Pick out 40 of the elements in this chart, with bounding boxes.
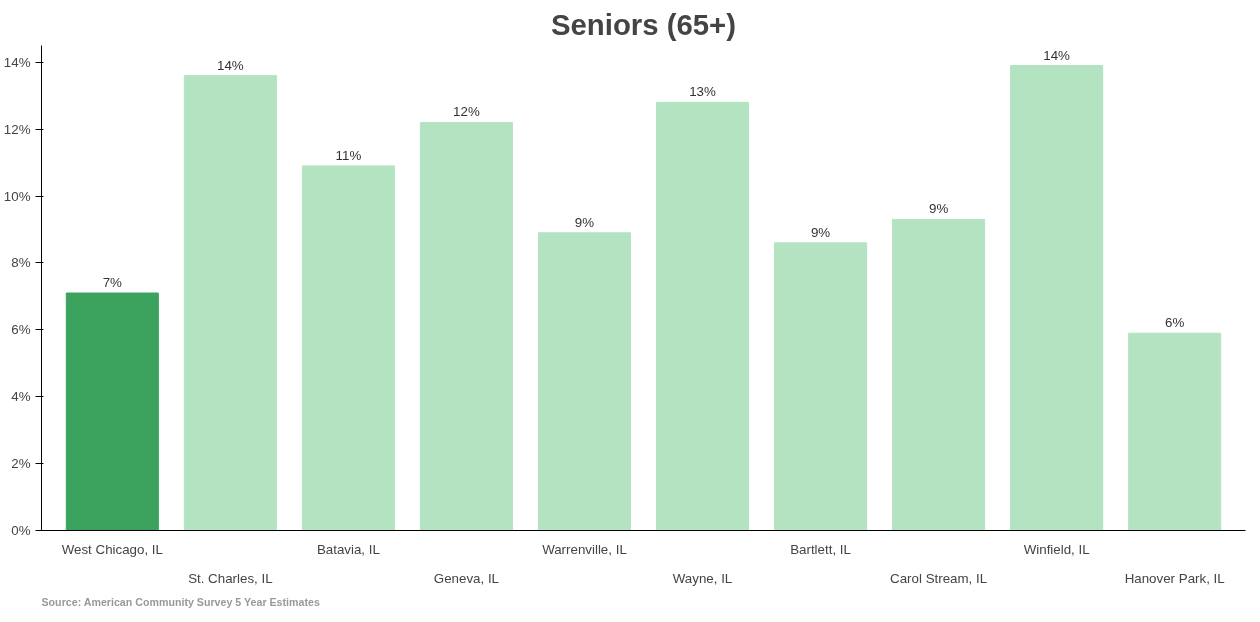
source-note: Source: American Community Survey 5 Year Estimates	[41, 595, 320, 608]
y-tick-label: 2%	[11, 456, 31, 472]
data-label: 14%	[1043, 47, 1071, 63]
x-tick-label: West Chicago, IL	[61, 541, 163, 557]
y-tick-label: 0%	[11, 523, 31, 538]
data-label: 13%	[689, 84, 717, 100]
y-tick-label: 8%	[11, 255, 31, 271]
x-tick-label: Wayne, IL	[672, 570, 733, 586]
x-tick-label: St. Charles, IL	[188, 570, 273, 586]
bar	[65, 292, 159, 531]
data-label: 9%	[810, 224, 831, 240]
data-label: 9%	[928, 201, 949, 217]
data-label: 9%	[574, 214, 595, 230]
chart-title: Seniors (65+)	[551, 7, 737, 41]
y-tick-label: 10%	[3, 188, 31, 204]
data-label: 14%	[217, 57, 244, 73]
x-tick-label: Winfield, IL	[1023, 541, 1090, 557]
data-label: 11%	[335, 147, 362, 163]
y-tick-label: 6%	[11, 322, 31, 338]
x-tick-label: Hanover Park, IL	[1124, 570, 1225, 586]
bar	[1128, 332, 1222, 531]
bar	[537, 232, 632, 531]
bar	[1010, 65, 1104, 531]
x-tick-label: Batavia, IL	[316, 541, 380, 557]
y-tick-label: 4%	[11, 389, 31, 405]
bar	[301, 165, 395, 531]
data-label: 6%	[1165, 315, 1185, 331]
x-tick-label: Carol Stream, IL	[890, 570, 988, 586]
bar	[774, 242, 868, 531]
bar	[655, 101, 750, 531]
y-tick-label: 14%	[3, 54, 31, 70]
x-tick-label: Warrenville, IL	[542, 541, 627, 557]
bar	[419, 121, 513, 531]
x-tick-label: Geneva, IL	[433, 570, 500, 586]
bar	[183, 75, 277, 531]
bar	[892, 218, 986, 531]
x-tick-label: Bartlett, IL	[790, 541, 851, 557]
data-label: 12%	[453, 104, 480, 120]
data-label: 7%	[102, 275, 123, 291]
y-tick-label: 12%	[3, 121, 31, 137]
